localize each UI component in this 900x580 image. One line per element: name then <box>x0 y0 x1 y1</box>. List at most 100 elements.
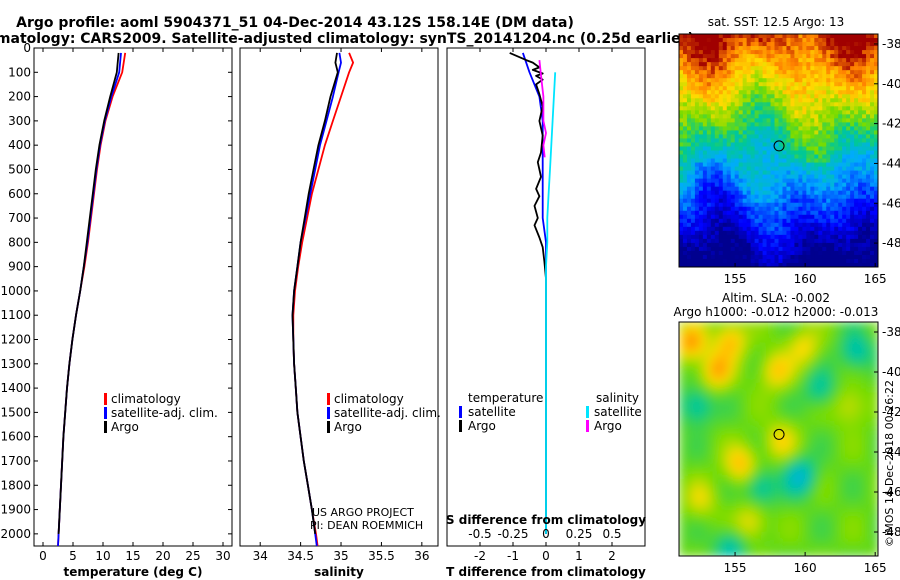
x-tick-label: 35.5 <box>368 549 395 563</box>
legend-swatch <box>327 393 330 405</box>
argo-location-marker <box>773 428 785 440</box>
y-tick-label: 0 <box>23 41 31 55</box>
y-tick-label: 100 <box>8 65 31 79</box>
legend-title-salinity: salinity <box>596 391 639 405</box>
y-tick-label: 1700 <box>0 454 31 468</box>
x-tick-label: 15 <box>125 549 140 563</box>
y-tick-label: 400 <box>8 138 31 152</box>
x-tick-label: -1 <box>507 549 519 563</box>
y-tick-label: -46 <box>882 485 900 499</box>
map-frame <box>678 33 879 268</box>
sla-map-subtitle: Argo h1000: -0.012 h2000: -0.013 <box>674 305 879 319</box>
legend-swatch <box>459 420 462 432</box>
x-tick-label: -2 <box>474 549 486 563</box>
sla-map: 155 160 165 -38 -40 -42 -44 -46 -48 Altim. SLA: -… <box>674 291 900 575</box>
x-tick-label: 165 <box>864 272 887 286</box>
map-field <box>679 34 878 267</box>
x-tick-label: 0 <box>39 549 47 563</box>
y-tick-label: 300 <box>8 114 31 128</box>
y-tick-label: 2000 <box>0 527 31 541</box>
x-axis-label: T difference from climatology <box>446 565 646 579</box>
y-tick-label: -46 <box>882 196 900 210</box>
x-tick-label: 155 <box>724 561 747 575</box>
legend-item: satellite <box>594 405 642 419</box>
y-tick-label: 1800 <box>0 478 31 492</box>
difference-panel: -2 -1 0 1 2 T difference from climatology temp… <box>446 47 646 579</box>
y-tick-label: 200 <box>8 90 31 104</box>
title-line-2: Climatology: CARS2009. Satellite-adjuste… <box>0 31 694 47</box>
legend-item: satellite <box>468 405 516 419</box>
legend-item: Argo <box>594 419 622 433</box>
x-tick-label: 2 <box>608 549 616 563</box>
y-tick-label: -42 <box>882 405 900 419</box>
title-line-1: Argo profile: aoml 5904371_51 04-Dec-201… <box>16 15 574 31</box>
x-axis-label-top: S difference from climatology <box>446 513 646 527</box>
x-axis-label: temperature (deg C) <box>64 565 203 579</box>
argo-location-marker <box>773 140 785 152</box>
y-tick-label: 1900 <box>0 503 31 517</box>
y-tick-label: 500 <box>8 162 31 176</box>
credit-line-2: PI: DEAN ROEMMICH <box>310 519 423 532</box>
y-tick-label: -42 <box>882 117 900 131</box>
credit-line-1: US ARGO PROJECT <box>312 506 414 519</box>
legend-item: satellite-adj. clim. <box>334 406 441 420</box>
map-frame <box>678 321 879 557</box>
plot-frame <box>239 47 439 547</box>
legend-item: Argo <box>334 420 362 434</box>
y-tick-label: 1400 <box>0 381 31 395</box>
y-tick-label: 1000 <box>0 284 31 298</box>
x-tick-label: 155 <box>724 272 747 286</box>
x-tick-label-top: 0.5 <box>602 527 621 541</box>
timestamp-label: ©IMOS 14-Dec-2018 00:26:22 <box>883 380 896 547</box>
legend-swatch <box>104 407 107 419</box>
x-tick-label: 1 <box>575 549 583 563</box>
series-line <box>291 52 339 535</box>
x-tick-label: 0 <box>542 549 550 563</box>
x-tick-label: 36 <box>414 549 429 563</box>
x-tick-label: 30 <box>215 549 230 563</box>
y-tick-label: 1300 <box>0 357 31 371</box>
sst-map-title: sat. SST: 12.5 Argo: 13 <box>708 15 845 29</box>
x-tick-label: 20 <box>155 549 170 563</box>
legend-swatch <box>327 407 330 419</box>
series-line <box>538 60 547 158</box>
sst-map: 155 160 165 -38 -40 -42 -44 -46 -48 sat. SST: 12.… <box>678 15 900 286</box>
y-tick-label: -40 <box>882 365 900 379</box>
y-tick-label: -44 <box>882 445 900 459</box>
x-axis-label: salinity <box>314 565 364 579</box>
y-tick-label: -38 <box>882 325 900 339</box>
y-tick-label: 1500 <box>0 405 31 419</box>
x-tick-label: 34.5 <box>287 549 314 563</box>
sla-map-title: Altim. SLA: -0.002 <box>722 291 830 305</box>
y-tick-label: -44 <box>882 156 900 170</box>
plot-frame <box>33 47 233 547</box>
y-tick-label: 800 <box>8 235 31 249</box>
x-tick-label: 160 <box>794 561 817 575</box>
y-tick-label: -48 <box>882 236 900 250</box>
temperature-panel: 0100200300400500600700800900100011001200… <box>0 41 233 579</box>
legend-item: Argo <box>111 420 139 434</box>
legend-swatch <box>586 406 589 418</box>
x-tick-label-top: 0 <box>542 527 550 541</box>
legend-swatch <box>459 406 462 418</box>
y-tick-label: 1600 <box>0 430 31 444</box>
y-tick-label: 700 <box>8 211 31 225</box>
y-tick-label: 1200 <box>0 333 31 347</box>
legend-title-temperature: temperature <box>468 391 543 405</box>
salinity-panel: 34 34.5 35 35.5 36 salinity climatologysatelli… <box>239 47 441 579</box>
x-tick-label: 165 <box>864 561 887 575</box>
y-tick-label: 1100 <box>0 308 31 322</box>
legend-swatch <box>104 421 107 433</box>
series-line <box>545 72 557 534</box>
y-tick-label: 600 <box>8 187 31 201</box>
legend-swatch <box>327 421 330 433</box>
y-tick-label: 900 <box>8 260 31 274</box>
legend-item: satellite-adj. clim. <box>111 406 218 420</box>
x-tick-label-top: -0.5 <box>468 527 491 541</box>
legend-item: climatology <box>334 392 404 406</box>
x-tick-label-top: -0.25 <box>497 527 528 541</box>
x-tick-label: 25 <box>185 549 200 563</box>
y-tick-label: -40 <box>882 77 900 91</box>
y-tick-label: -38 <box>882 37 900 51</box>
